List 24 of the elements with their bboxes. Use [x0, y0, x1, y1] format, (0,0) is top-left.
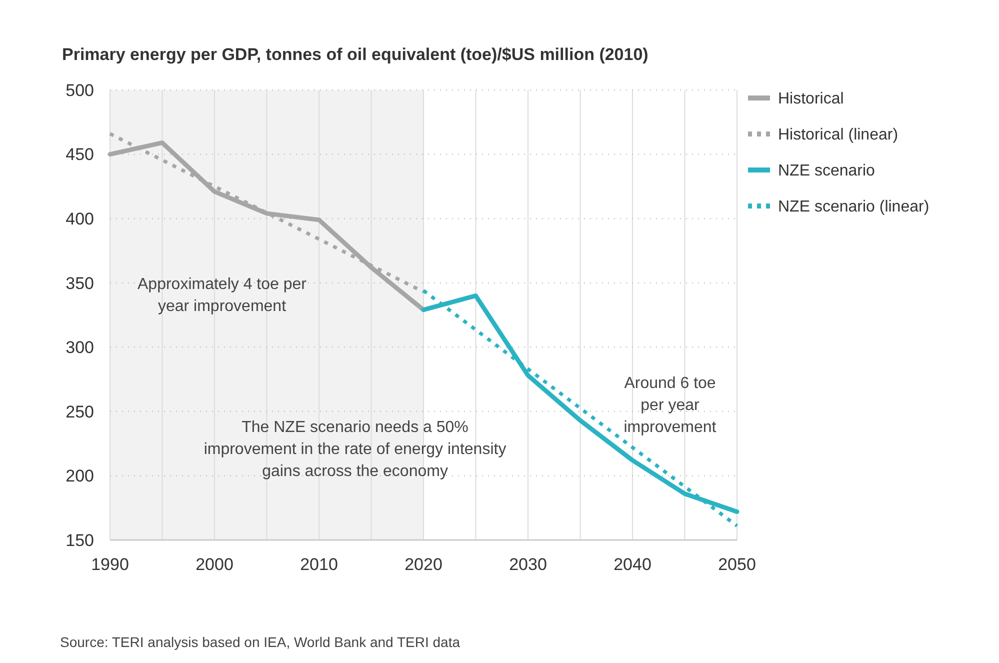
annotation: Around 6 toe per year improvement [624, 375, 717, 436]
annotation: The NZE scenario needs a 50% improvement in the rate of energy intensity gains across the economy [204, 419, 506, 480]
y-tick-label: 250 [66, 402, 94, 422]
x-tick-label: 2020 [404, 555, 442, 574]
chart-title: Primary energy per GDP, tonnes of oil equivalent (toe)/$US million (2010) [62, 45, 648, 64]
x-tick-label: 2010 [300, 555, 338, 574]
legend-label: Historical [778, 90, 844, 108]
annotation: Approximately 4 toe per year improvement [138, 276, 308, 315]
legend-label: NZE scenario (linear) [778, 198, 930, 216]
x-tick-label: 2040 [614, 555, 652, 574]
y-tick-label: 300 [66, 338, 94, 358]
x-tick-label: 2000 [196, 555, 234, 574]
legend-label: NZE scenario [778, 162, 876, 180]
legend-label: Historical (linear) [778, 126, 898, 144]
y-tick-label: 350 [66, 274, 94, 293]
y-tick-label: 150 [66, 530, 94, 550]
x-tick-label: 2050 [718, 555, 756, 574]
y-tick-label: 450 [66, 145, 94, 164]
y-tick-label: 200 [66, 466, 94, 486]
x-tick-label: 1990 [91, 555, 129, 574]
source-note: Source: TERI analysis based on IEA, World Bank and TERI data [60, 634, 460, 650]
y-tick-label: 500 [66, 80, 94, 100]
y-tick-label: 400 [66, 210, 94, 229]
x-tick-label: 2030 [509, 555, 547, 574]
